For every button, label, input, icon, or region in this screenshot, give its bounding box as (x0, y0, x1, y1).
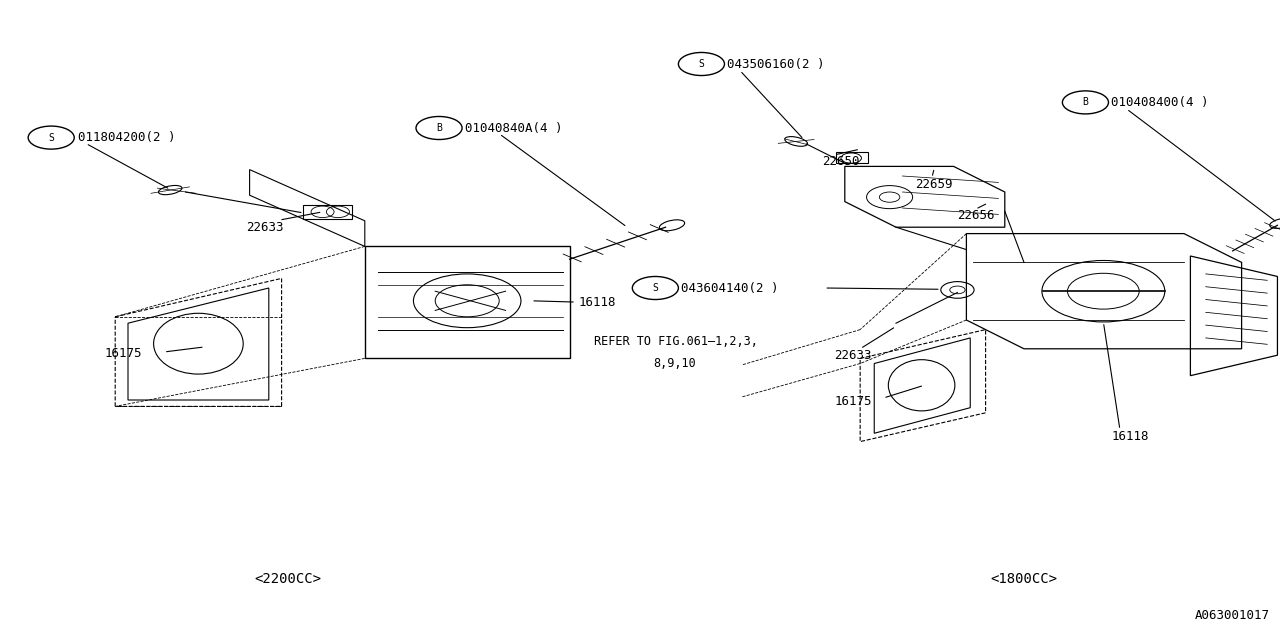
Text: <1800CC>: <1800CC> (991, 572, 1057, 586)
Text: S: S (699, 59, 704, 69)
Text: 16118: 16118 (1111, 430, 1148, 443)
Text: S: S (653, 283, 658, 293)
Text: <2200CC>: <2200CC> (255, 572, 321, 586)
Text: S: S (49, 132, 54, 143)
Text: 010408400(4 ): 010408400(4 ) (1111, 96, 1208, 109)
Text: 043506160(2 ): 043506160(2 ) (727, 58, 824, 70)
Text: 22650: 22650 (822, 155, 859, 168)
Text: 01040840A(4 ): 01040840A(4 ) (465, 122, 562, 134)
Text: 16118: 16118 (579, 296, 616, 308)
Text: 22633: 22633 (246, 221, 283, 234)
Text: A063001017: A063001017 (1194, 609, 1270, 622)
Text: 8,9,10: 8,9,10 (653, 357, 695, 370)
Text: 22656: 22656 (957, 209, 995, 222)
Text: 16175: 16175 (105, 347, 142, 360)
Text: B: B (1083, 97, 1088, 108)
Text: B: B (436, 123, 442, 133)
Text: 16175: 16175 (835, 395, 872, 408)
Text: 22633: 22633 (835, 349, 872, 362)
Text: 22659: 22659 (915, 178, 952, 191)
Text: 043604140(2 ): 043604140(2 ) (681, 282, 778, 294)
Text: REFER TO FIG.061–1,2,3,: REFER TO FIG.061–1,2,3, (594, 335, 758, 348)
Text: 011804200(2 ): 011804200(2 ) (78, 131, 175, 144)
